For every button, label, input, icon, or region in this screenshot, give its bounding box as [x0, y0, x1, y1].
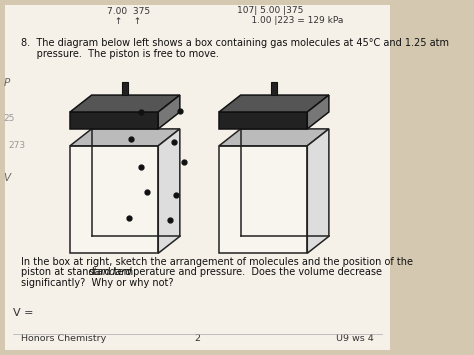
FancyBboxPatch shape — [5, 5, 390, 350]
Text: P: P — [3, 78, 9, 88]
Text: V: V — [3, 173, 10, 183]
Text: standard: standard — [89, 267, 132, 277]
Polygon shape — [70, 146, 158, 253]
Text: 8.  The diagram below left shows a box containing gas molecules at 45°C and 1.25: 8. The diagram below left shows a box co… — [21, 38, 449, 48]
Polygon shape — [219, 129, 329, 146]
Polygon shape — [158, 95, 180, 129]
Text: pressure.  The piston is free to move.: pressure. The piston is free to move. — [21, 49, 219, 59]
Polygon shape — [219, 146, 307, 253]
Text: 1.00 |223 = 129 kPa: 1.00 |223 = 129 kPa — [237, 16, 343, 25]
Text: Honors Chemistry: Honors Chemistry — [21, 334, 106, 343]
Polygon shape — [271, 82, 277, 95]
Polygon shape — [307, 129, 329, 253]
Text: 107| 5.00 |375: 107| 5.00 |375 — [237, 6, 303, 15]
Text: ↑    ↑: ↑ ↑ — [109, 17, 142, 26]
Polygon shape — [307, 95, 329, 129]
Polygon shape — [70, 95, 180, 112]
Polygon shape — [219, 112, 307, 129]
Text: 25: 25 — [3, 114, 15, 123]
Text: In the box at right, sketch the arrangement of molecules and the position of the: In the box at right, sketch the arrangem… — [21, 257, 413, 267]
Text: V =: V = — [13, 308, 34, 318]
Text: 273: 273 — [9, 141, 26, 149]
Text: 7.00  375: 7.00 375 — [107, 7, 150, 16]
Text: U9 ws 4: U9 ws 4 — [336, 334, 374, 343]
Text: piston at standard temperature and pressure.  Does the volume decrease: piston at standard temperature and press… — [21, 267, 382, 277]
Polygon shape — [70, 129, 180, 146]
Text: 2: 2 — [194, 334, 201, 343]
Polygon shape — [70, 112, 158, 129]
Polygon shape — [219, 95, 329, 112]
Polygon shape — [158, 129, 180, 253]
Text: significantly?  Why or why not?: significantly? Why or why not? — [21, 278, 173, 288]
Polygon shape — [122, 82, 128, 95]
